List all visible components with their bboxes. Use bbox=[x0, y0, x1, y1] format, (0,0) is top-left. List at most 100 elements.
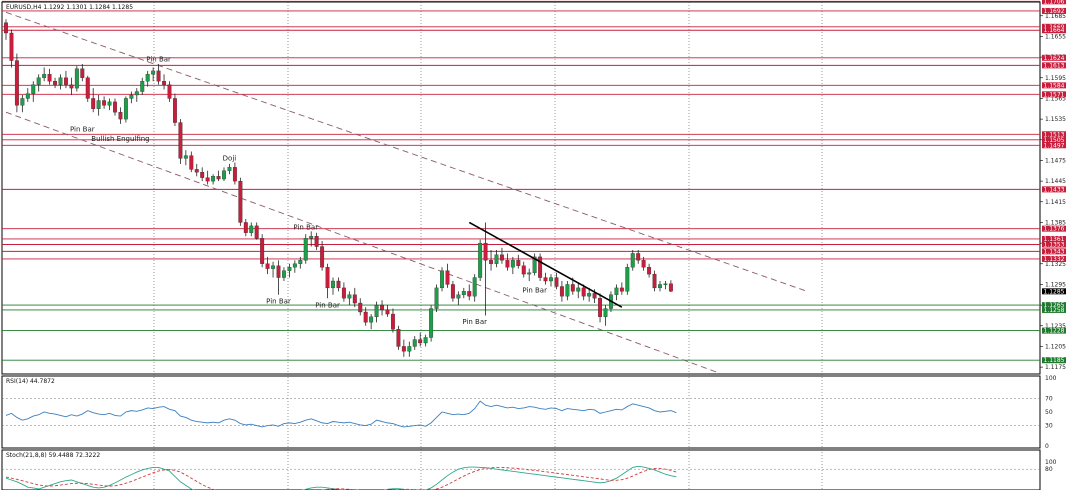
resistance-level-tag bbox=[1042, 23, 1066, 30]
bear-candle-body bbox=[189, 155, 194, 170]
candle bbox=[64, 70, 68, 89]
bear-candle-body bbox=[505, 260, 510, 268]
bear-candle-body bbox=[554, 277, 559, 287]
candle bbox=[232, 162, 237, 185]
bull-candle-body bbox=[472, 277, 477, 297]
candle bbox=[461, 287, 466, 299]
candle bbox=[222, 167, 226, 182]
bull-candle-body bbox=[565, 284, 570, 297]
bear-candle-body bbox=[668, 283, 673, 292]
bull-candle-body bbox=[527, 272, 532, 275]
bear-candle-body bbox=[156, 70, 161, 82]
bear-candle-body bbox=[178, 122, 183, 159]
candle bbox=[658, 281, 662, 292]
bull-candle-body bbox=[309, 236, 314, 239]
bull-candle-body bbox=[303, 238, 308, 261]
candle bbox=[467, 284, 472, 301]
pattern-annotation: Pin Bar bbox=[522, 287, 547, 295]
bull-candle-body bbox=[407, 346, 412, 352]
candle bbox=[265, 256, 270, 275]
candle bbox=[358, 298, 363, 316]
resistance-level-tag bbox=[1042, 241, 1066, 248]
candle bbox=[641, 256, 646, 271]
bull-candle-body bbox=[510, 260, 515, 268]
resistance-level-label: 1.1433 bbox=[1044, 186, 1065, 193]
candle bbox=[276, 260, 281, 295]
bear-candle-body bbox=[418, 339, 423, 344]
candle bbox=[499, 247, 504, 264]
bear-candle-body bbox=[314, 236, 319, 247]
bull-candle-body bbox=[412, 339, 417, 347]
bull-candle-body bbox=[123, 98, 128, 120]
resistance-level-label: 1.1353 bbox=[1044, 241, 1065, 248]
resistance-level-label: 1.1624 bbox=[1044, 55, 1065, 62]
bull-candle-body bbox=[25, 93, 30, 99]
candle bbox=[374, 301, 379, 323]
bull-candle-body bbox=[31, 84, 36, 94]
bear-candle-body bbox=[570, 284, 575, 292]
candle bbox=[630, 250, 635, 271]
bear-candle-body bbox=[516, 260, 521, 266]
resistance-level-tag bbox=[1042, 225, 1066, 232]
candle bbox=[205, 170, 210, 185]
resistance-level-label: 1.1343 bbox=[1044, 248, 1065, 255]
bull-candle-body bbox=[151, 70, 156, 75]
candle bbox=[113, 98, 117, 116]
support-level-label: 1.1258 bbox=[1044, 307, 1065, 314]
resistance-level-tag bbox=[1042, 186, 1066, 193]
bull-candle-body bbox=[478, 242, 483, 278]
candle bbox=[538, 253, 543, 281]
bull-candle-body bbox=[587, 293, 592, 297]
candle bbox=[652, 270, 657, 292]
candle bbox=[483, 222, 488, 316]
support-level-tag bbox=[1042, 327, 1066, 334]
bear-candle-body bbox=[445, 270, 450, 285]
resistance-level-tag bbox=[1042, 131, 1066, 138]
bull-candle-body bbox=[292, 263, 297, 268]
bear-candle-body bbox=[205, 177, 210, 182]
candle bbox=[211, 174, 216, 185]
candle bbox=[123, 96, 128, 123]
y-tick-label: 1.1325 bbox=[1045, 261, 1066, 268]
bull-candle-body bbox=[440, 270, 444, 289]
bear-candle-body bbox=[401, 346, 406, 352]
resistance-level-tag bbox=[1042, 27, 1066, 34]
candle bbox=[167, 81, 172, 102]
pattern-annotation: Pin Bar bbox=[315, 302, 340, 310]
bear-candle-body bbox=[467, 291, 472, 297]
bear-candle-body bbox=[390, 313, 395, 330]
candle bbox=[145, 70, 150, 87]
candle bbox=[162, 74, 166, 90]
bear-candle-body bbox=[581, 287, 586, 297]
rsi-y-tick-label: 100 bbox=[1045, 375, 1057, 382]
candle bbox=[249, 222, 254, 237]
candle bbox=[151, 67, 156, 82]
support-level-tag bbox=[1042, 357, 1066, 364]
resistance-level-label: 1.1513 bbox=[1044, 131, 1065, 138]
candle bbox=[663, 281, 668, 290]
candle bbox=[434, 284, 439, 312]
candle bbox=[396, 325, 401, 350]
candle bbox=[183, 150, 188, 166]
bear-candle-body bbox=[254, 225, 259, 239]
candle bbox=[140, 77, 145, 95]
y-tick-label: 1.1445 bbox=[1045, 178, 1066, 185]
resistance-level-label: 1.1505 bbox=[1044, 137, 1065, 144]
candle bbox=[42, 67, 47, 82]
candle bbox=[668, 280, 673, 293]
rsi-y-tick-label: 70 bbox=[1045, 395, 1053, 402]
support-level-tag bbox=[1042, 306, 1066, 313]
candle bbox=[418, 332, 423, 347]
candle bbox=[581, 284, 586, 301]
candle bbox=[532, 253, 537, 276]
stoch-header: Stoch(21,8,8) 59.4488 72.3222 bbox=[6, 452, 100, 459]
bull-candle-body bbox=[134, 91, 139, 96]
rsi-panel-border bbox=[1, 375, 1041, 449]
bear-candle-body bbox=[450, 284, 455, 299]
bull-candle-body bbox=[129, 94, 134, 99]
candle bbox=[287, 263, 292, 278]
bear-candle-body bbox=[162, 81, 166, 85]
bull-candle-body bbox=[369, 316, 374, 323]
candle bbox=[347, 291, 352, 306]
